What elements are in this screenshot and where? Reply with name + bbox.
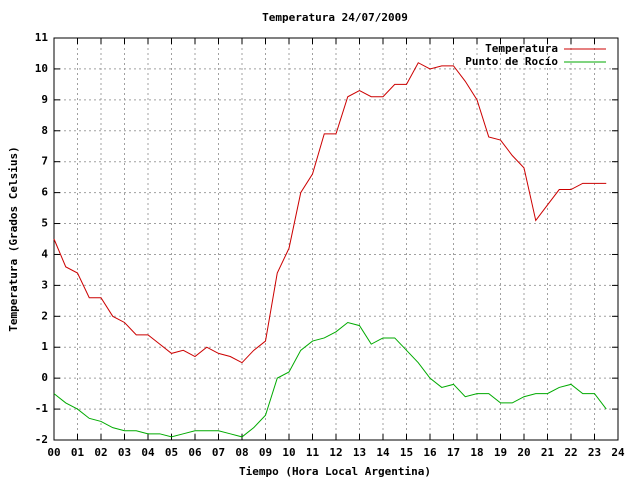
x-tick-label: 02 — [94, 446, 107, 459]
x-tick-label: 18 — [470, 446, 483, 459]
data-line — [53, 62, 607, 364]
x-tick-label: 23 — [588, 446, 601, 459]
x-tick-label: 19 — [494, 446, 507, 459]
legend-label: Punto de Rocío — [465, 55, 558, 68]
x-tick-label: 12 — [329, 446, 342, 459]
x-tick-label: 10 — [282, 446, 295, 459]
y-tick-label: 4 — [41, 247, 48, 260]
x-tick-label: 07 — [212, 446, 225, 459]
x-tick-label: 17 — [447, 446, 460, 459]
x-tick-label: 08 — [235, 446, 248, 459]
y-tick-label: 7 — [41, 155, 48, 168]
data-line — [53, 321, 607, 438]
legend-label: Temperatura — [485, 42, 558, 55]
x-tick-label: 00 — [47, 446, 60, 459]
y-tick-label: -2 — [35, 433, 48, 446]
y-tick-label: 6 — [41, 186, 48, 199]
x-tick-label: 21 — [541, 446, 555, 459]
chart-title: Temperatura 24/07/2009 — [262, 11, 408, 24]
x-tick-label: 24 — [611, 446, 625, 459]
y-tick-label: 8 — [41, 124, 48, 137]
x-tick-label: 20 — [517, 446, 530, 459]
x-tick-label: 03 — [118, 446, 131, 459]
x-tick-label: 05 — [165, 446, 178, 459]
x-tick-label: 22 — [564, 446, 577, 459]
y-tick-label: 10 — [35, 62, 48, 75]
y-tick-label: 5 — [41, 217, 48, 230]
x-axis-label: Tiempo (Hora Local Argentina) — [239, 465, 431, 478]
x-tick-label: 09 — [259, 446, 272, 459]
y-tick-label: -1 — [35, 402, 49, 415]
y-tick-label: 2 — [41, 309, 48, 322]
x-tick-label: 01 — [71, 446, 85, 459]
y-axis-label: Temperatura (Grados Celsius) — [7, 146, 20, 331]
x-tick-label: 16 — [423, 446, 437, 459]
y-tick-label: 11 — [35, 31, 49, 44]
y-tick-label: 0 — [41, 371, 48, 384]
x-tick-label: 06 — [188, 446, 202, 459]
x-tick-label: 13 — [353, 446, 366, 459]
y-tick-label: 1 — [41, 340, 48, 353]
x-tick-label: 14 — [376, 446, 390, 459]
x-tick-label: 04 — [141, 446, 155, 459]
x-tick-label: 15 — [400, 446, 413, 459]
y-tick-label: 9 — [41, 93, 48, 106]
x-tick-label: 11 — [306, 446, 320, 459]
y-tick-label: 3 — [41, 278, 48, 291]
